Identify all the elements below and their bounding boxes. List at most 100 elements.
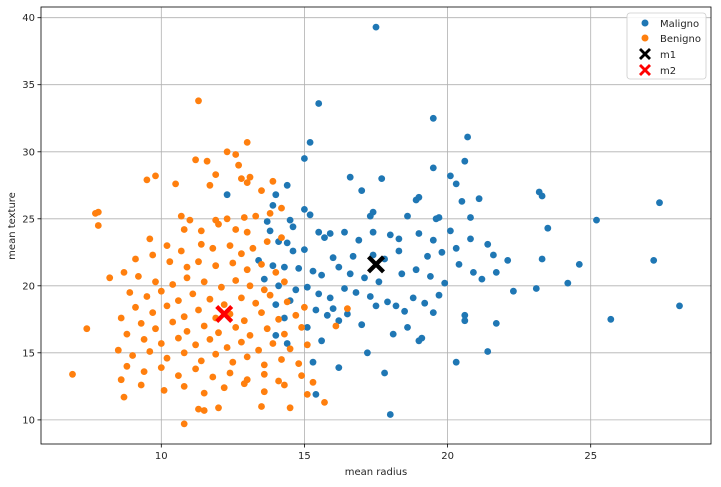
data-point-benigno — [120, 393, 128, 401]
data-point-maligno — [447, 227, 454, 235]
data-point-maligno — [283, 239, 291, 247]
x-axis-label: mean radius — [345, 467, 407, 478]
data-point-benigno — [135, 273, 142, 280]
data-point-maligno — [676, 302, 683, 310]
data-point-benigno — [157, 364, 165, 371]
data-point-benigno — [232, 226, 240, 233]
data-point-maligno — [349, 252, 357, 260]
data-point-maligno — [329, 254, 337, 262]
data-point-benigno — [240, 214, 248, 221]
data-point-maligno — [401, 307, 408, 315]
data-point-benigno — [200, 389, 208, 397]
data-point-benigno — [281, 278, 288, 286]
data-point-maligno — [303, 283, 311, 291]
data-point-benigno — [183, 263, 191, 271]
data-point-benigno — [140, 336, 148, 343]
data-point-benigno — [183, 274, 191, 282]
data-point-maligno — [386, 411, 394, 418]
data-point-benigno — [260, 286, 268, 294]
legend: Maligno Benigno m1 m2 — [626, 12, 707, 80]
data-point-benigno — [238, 294, 245, 302]
data-point-maligno — [490, 251, 497, 259]
data-point-maligno — [429, 309, 437, 316]
data-point-benigno — [192, 341, 200, 349]
data-point-benigno — [200, 278, 208, 286]
data-point-benigno — [197, 227, 205, 235]
y-tick-label: 20 — [22, 281, 35, 292]
legend-label-maligno: Maligno — [660, 19, 699, 30]
data-point-maligno — [510, 287, 517, 295]
data-point-benigno — [189, 290, 197, 298]
data-point-maligno — [303, 324, 311, 331]
data-point-benigno — [275, 315, 282, 323]
data-point-maligno — [461, 157, 469, 165]
data-point-maligno — [504, 257, 512, 264]
data-point-benigno — [163, 354, 171, 362]
data-point-maligno — [421, 299, 429, 307]
data-point-benigno — [246, 332, 254, 339]
data-point-benigno — [321, 399, 328, 406]
data-point-maligno — [318, 271, 325, 279]
data-point-benigno — [229, 358, 237, 366]
data-point-benigno — [146, 235, 154, 243]
data-point-maligno — [289, 247, 297, 255]
data-points — [69, 23, 683, 428]
data-point-maligno — [427, 273, 434, 280]
data-point-maligno — [346, 270, 354, 278]
data-point-maligno — [412, 266, 420, 274]
data-point-benigno — [295, 360, 303, 367]
data-point-benigno — [252, 212, 260, 220]
data-point-maligno — [272, 332, 280, 339]
data-point-maligno — [275, 282, 282, 290]
data-point-benigno — [263, 325, 271, 333]
data-point-maligno — [283, 181, 291, 189]
data-point-maligno — [438, 248, 446, 256]
data-point-maligno — [455, 261, 463, 268]
data-point-benigno — [180, 420, 188, 428]
data-point-maligno — [484, 240, 492, 248]
data-point-benigno — [220, 301, 228, 308]
data-point-benigno — [301, 303, 308, 311]
data-point-benigno — [152, 325, 159, 333]
data-point-benigno — [206, 295, 214, 303]
data-point-benigno — [255, 346, 262, 354]
data-point-benigno — [132, 255, 139, 263]
data-point-maligno — [452, 180, 460, 188]
data-point-benigno — [209, 373, 217, 381]
data-point-maligno — [344, 310, 351, 318]
legend-marker-maligno — [641, 19, 649, 27]
data-point-maligno — [458, 198, 466, 205]
data-point-benigno — [266, 210, 274, 217]
data-point-maligno — [424, 252, 431, 260]
data-point-maligno — [470, 269, 477, 276]
data-point-maligno — [364, 349, 371, 357]
data-point-benigno — [332, 322, 340, 330]
data-point-benigno — [200, 407, 208, 414]
data-point-maligno — [335, 364, 343, 371]
legend-marker-m1 — [639, 48, 651, 60]
legend-label-benigno: Benigno — [660, 34, 701, 45]
data-point-benigno — [132, 303, 139, 311]
data-point-maligno — [415, 193, 423, 201]
data-point-maligno — [346, 173, 354, 181]
data-point-benigno — [149, 251, 157, 259]
data-point-benigno — [180, 383, 188, 390]
data-point-maligno — [335, 317, 343, 325]
data-point-benigno — [123, 362, 131, 370]
data-point-maligno — [492, 269, 500, 276]
data-point-benigno — [215, 404, 222, 412]
data-point-maligno — [475, 195, 483, 203]
centroid-markers — [215, 255, 385, 323]
data-point-benigno — [143, 176, 151, 184]
data-point-benigno — [238, 175, 245, 183]
data-point-benigno — [129, 352, 137, 359]
data-point-benigno — [94, 222, 102, 229]
data-point-benigno — [177, 247, 185, 255]
x-tick-label: 15 — [298, 451, 311, 462]
data-point-benigno — [180, 349, 188, 357]
data-point-benigno — [258, 309, 265, 316]
data-point-benigno — [281, 381, 288, 389]
data-point-benigno — [243, 228, 251, 236]
